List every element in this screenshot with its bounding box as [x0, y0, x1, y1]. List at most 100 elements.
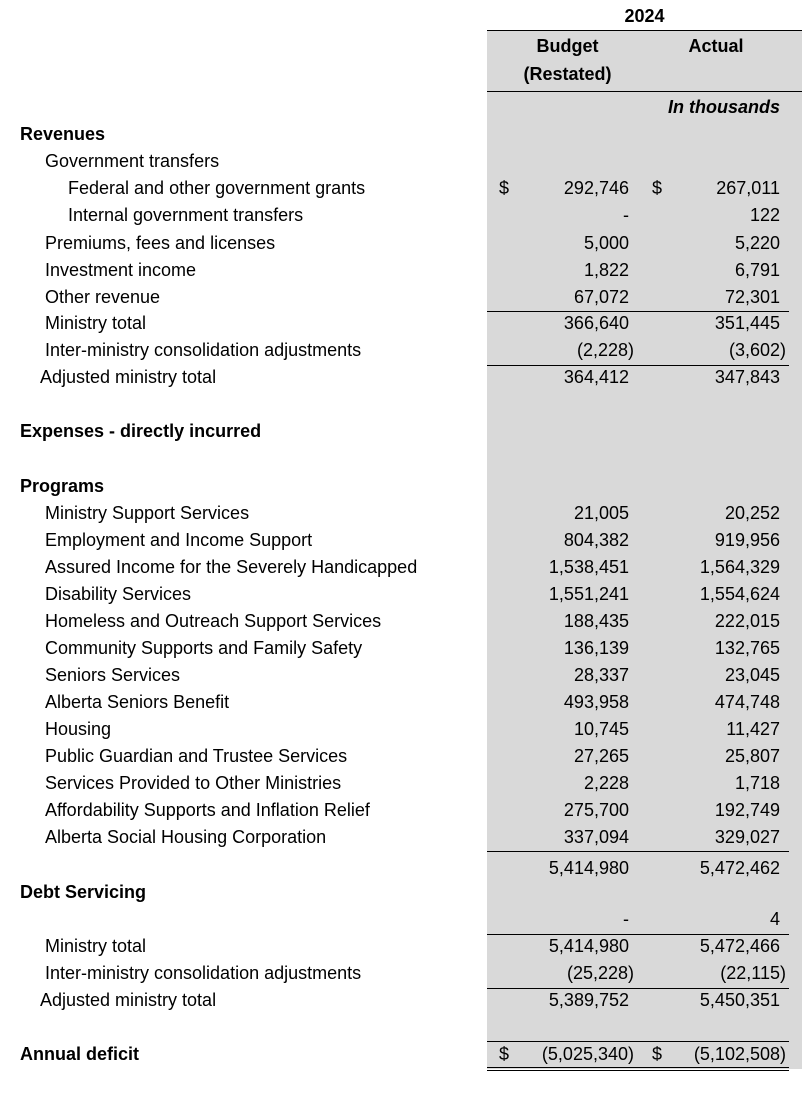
row-label: Public Guardian and Trustee Services	[45, 746, 348, 766]
actual-value: 23,045	[724, 665, 780, 685]
actual-value: 1,718	[734, 773, 780, 793]
budget-value: 2,228	[583, 773, 629, 793]
row-label: Debt Servicing	[20, 882, 147, 902]
actual-value: 5,450,351	[699, 990, 780, 1010]
budget-value: 5,389,752	[548, 990, 629, 1010]
row-label: Investment income	[45, 260, 197, 280]
row-label: Ministry total	[45, 936, 147, 956]
year-heading: 2024	[624, 6, 665, 26]
actual-value: (5,102,508)	[693, 1044, 786, 1064]
budget-dollar-sign: $	[499, 178, 510, 198]
budget-value: 1,538,451	[548, 557, 629, 577]
row-label: Annual deficit	[20, 1044, 140, 1064]
budget-value: 366,640	[563, 313, 629, 333]
actual-value: 72,301	[724, 287, 780, 307]
budget-value: 275,700	[563, 800, 629, 820]
budget-value: 67,072	[573, 287, 629, 307]
budget-value: 364,412	[563, 367, 629, 387]
actual-value: 222,015	[714, 611, 780, 631]
budget-value: 5,414,980	[548, 858, 629, 878]
year-underline	[487, 30, 802, 31]
budget-value: 1,551,241	[548, 584, 629, 604]
budget-value: 1,822	[583, 260, 629, 280]
budget-value: 804,382	[563, 530, 629, 550]
row-label: Adjusted ministry total	[40, 990, 217, 1010]
actual-value: 25,807	[724, 746, 780, 766]
adjusted-total-rule	[487, 365, 789, 366]
budget-value: -	[623, 205, 629, 225]
actual-dollar-sign: $	[652, 178, 663, 198]
row-label: Government transfers	[45, 151, 220, 171]
actual-value: (3,602)	[728, 340, 786, 360]
actual-value: 20,252	[724, 503, 780, 523]
header-underline	[487, 91, 802, 92]
budget-value: 27,265	[573, 746, 629, 766]
expense-adjusted-rule	[487, 988, 789, 989]
actual-value: (22,115)	[720, 963, 786, 983]
actual-value: 11,427	[726, 719, 780, 739]
row-label: Adjusted ministry total	[40, 367, 217, 387]
budget-value: 292,746	[563, 178, 629, 198]
actual-value: 474,748	[714, 692, 780, 712]
row-label: Disability Services	[45, 584, 192, 604]
actual-value: 122	[749, 205, 780, 225]
actual-value: 351,445	[714, 313, 780, 333]
budget-value: 28,337	[573, 665, 629, 685]
units-note: In thousands	[668, 97, 780, 117]
row-label: Affordability Supports and Inflation Rel…	[45, 800, 370, 820]
row-label: Internal government transfers	[68, 205, 304, 225]
budget-heading: Budget	[536, 36, 599, 56]
budget-value: 5,414,980	[548, 936, 629, 956]
deficit-top-rule	[487, 1041, 789, 1042]
actual-value: 5,220	[734, 233, 780, 253]
row-label: Assured Income for the Severely Handicap…	[45, 557, 418, 577]
actual-value: 132,765	[714, 638, 780, 658]
row-label: Housing	[45, 719, 112, 739]
actual-value: 1,554,624	[699, 584, 780, 604]
actual-value: 329,027	[714, 827, 780, 847]
row-label: Homeless and Outreach Support Services	[45, 611, 382, 631]
budget-value: 10,745	[573, 719, 629, 739]
actual-dollar-sign: $	[652, 1044, 663, 1064]
actual-value: 5,472,466	[699, 936, 780, 956]
budget-value: 136,139	[563, 638, 629, 658]
row-label: Revenues	[20, 124, 106, 144]
deficit-double-rule-2	[487, 1070, 789, 1071]
row-label: Expenses - directly incurred	[20, 421, 262, 441]
row-label: Seniors Services	[45, 665, 181, 685]
row-label: Federal and other government grants	[68, 178, 366, 198]
row-label: Inter-ministry consolidation adjustments	[45, 963, 362, 983]
budget-value: 188,435	[563, 611, 629, 631]
row-label: Programs	[20, 476, 105, 496]
row-label: Premiums, fees and licenses	[45, 233, 276, 253]
actual-value: 5,472,462	[699, 858, 780, 878]
budget-value: (5,025,340)	[541, 1044, 634, 1064]
actual-value: 267,011	[716, 178, 780, 198]
budget-restated-heading: (Restated)	[523, 64, 612, 84]
actual-heading: Actual	[688, 36, 744, 56]
ministry-total-rule	[487, 311, 789, 312]
row-label: Services Provided to Other Ministries	[45, 773, 342, 793]
expense-total-rule	[487, 934, 789, 935]
actual-value: 4	[769, 909, 780, 929]
actual-value: 6,791	[734, 260, 780, 280]
deficit-double-rule-1	[487, 1067, 789, 1068]
row-label: Alberta Seniors Benefit	[45, 692, 230, 712]
row-label: Other revenue	[45, 287, 161, 307]
budget-value: 337,094	[563, 827, 629, 847]
actual-value: 919,956	[714, 530, 780, 550]
shaded-2024-column-band	[487, 31, 802, 1069]
programs-subtotal-rule	[487, 851, 789, 852]
row-label: Ministry total	[45, 313, 147, 333]
budget-value: (25,228)	[566, 963, 634, 983]
row-label: Community Supports and Family Safety	[45, 638, 363, 658]
actual-value: 1,564,329	[699, 557, 780, 577]
budget-dollar-sign: $	[499, 1044, 510, 1064]
row-label: Inter-ministry consolidation adjustments	[45, 340, 362, 360]
budget-value: 5,000	[583, 233, 629, 253]
budget-value: -	[623, 909, 629, 929]
budget-value: 493,958	[563, 692, 629, 712]
actual-value: 192,749	[714, 800, 780, 820]
row-label: Employment and Income Support	[45, 530, 313, 550]
row-label: Alberta Social Housing Corporation	[45, 827, 327, 847]
